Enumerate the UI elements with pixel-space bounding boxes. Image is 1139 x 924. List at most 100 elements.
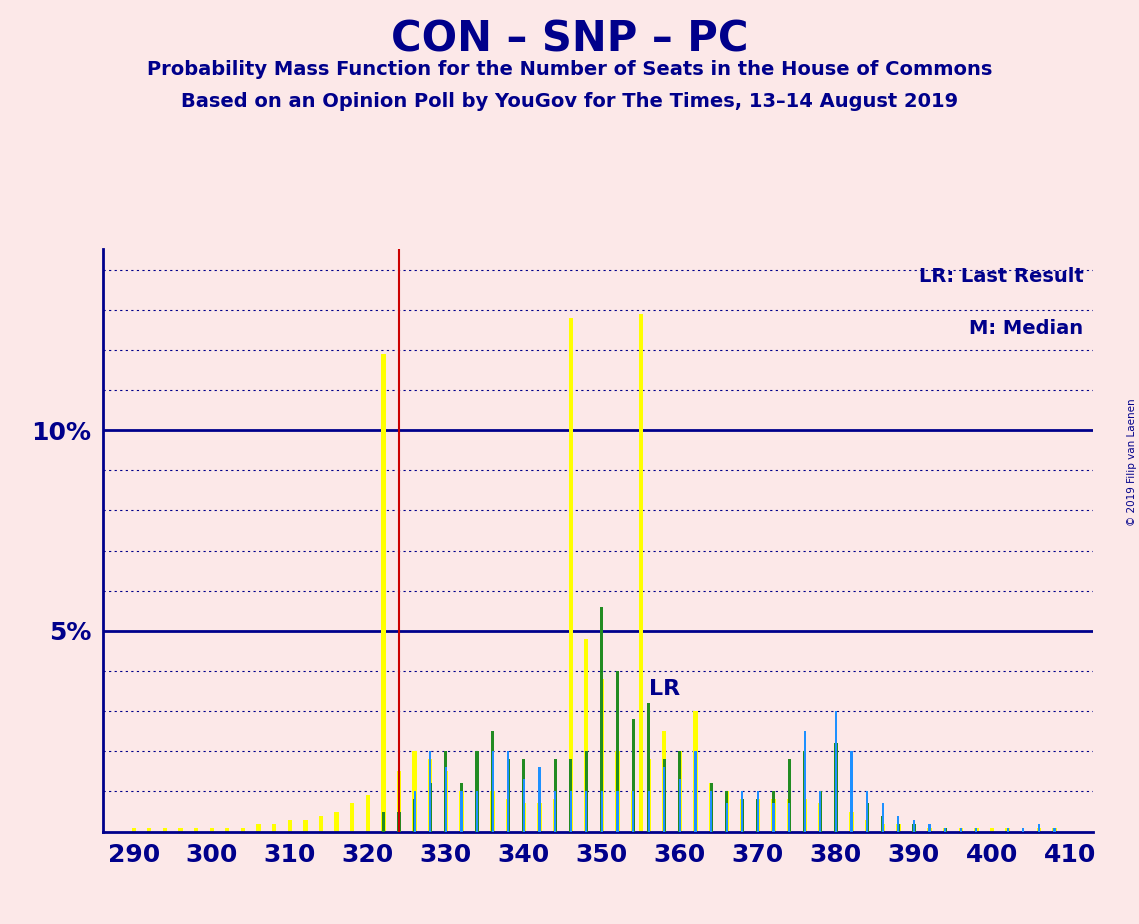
Bar (662, 731, 666, 832)
Bar (850, 811, 854, 832)
Bar (194, 828, 198, 832)
Bar (413, 799, 416, 832)
Bar (866, 792, 868, 832)
Bar (523, 780, 525, 832)
Bar (787, 760, 790, 832)
Bar (772, 792, 776, 832)
Bar (710, 784, 713, 832)
Bar (927, 828, 932, 832)
Bar (803, 799, 806, 832)
Bar (444, 772, 448, 832)
Bar (396, 772, 401, 832)
Bar (663, 767, 665, 832)
Bar (460, 792, 462, 832)
Text: Based on an Opinion Poll by YouGov for The Times, 13–14 August 2019: Based on an Opinion Poll by YouGov for T… (181, 92, 958, 112)
Bar (788, 804, 790, 832)
Text: © 2019 Filip van Laenen: © 2019 Filip van Laenen (1126, 398, 1137, 526)
Bar (210, 828, 214, 832)
Bar (163, 828, 167, 832)
Bar (475, 784, 480, 832)
Bar (459, 792, 464, 832)
Bar (429, 751, 432, 832)
Bar (412, 751, 417, 832)
Bar (1007, 828, 1009, 832)
Bar (615, 751, 620, 832)
Bar (335, 811, 338, 832)
Bar (272, 823, 277, 832)
Bar (539, 767, 541, 832)
Bar (943, 828, 947, 832)
Bar (256, 823, 261, 832)
Bar (835, 711, 837, 832)
Bar (648, 792, 649, 832)
Bar (616, 792, 618, 832)
Bar (819, 792, 822, 832)
Bar (444, 751, 448, 832)
Bar (475, 751, 478, 832)
Bar (647, 760, 650, 832)
Bar (865, 820, 869, 832)
Bar (960, 828, 962, 832)
Bar (147, 828, 151, 832)
Bar (771, 799, 776, 832)
Bar (850, 792, 853, 832)
Bar (912, 820, 915, 832)
Bar (132, 828, 136, 832)
Bar (632, 792, 634, 832)
Bar (491, 731, 494, 832)
Bar (600, 792, 603, 832)
Bar (226, 828, 229, 832)
Bar (679, 780, 681, 832)
Bar (444, 767, 446, 832)
Text: LR: LR (649, 679, 680, 699)
Bar (928, 823, 931, 832)
Bar (710, 792, 712, 832)
Bar (928, 828, 932, 832)
Bar (647, 703, 650, 832)
Bar (584, 751, 588, 832)
Bar (600, 607, 604, 832)
Bar (554, 792, 556, 832)
Bar (507, 760, 510, 832)
Bar (975, 828, 977, 832)
Bar (570, 792, 572, 832)
Bar (1006, 828, 1010, 832)
Bar (959, 828, 962, 832)
Bar (756, 799, 760, 832)
Bar (538, 784, 541, 832)
Bar (382, 354, 385, 832)
Bar (772, 804, 775, 832)
Bar (740, 799, 745, 832)
Bar (460, 784, 462, 832)
Bar (818, 804, 822, 832)
Bar (944, 828, 947, 832)
Bar (538, 804, 542, 832)
Bar (943, 828, 948, 832)
Bar (350, 804, 354, 832)
Bar (382, 811, 385, 832)
Bar (756, 799, 760, 832)
Text: CON – SNP – PC: CON – SNP – PC (391, 18, 748, 60)
Bar (694, 784, 697, 832)
Bar (912, 828, 916, 832)
Bar (552, 799, 557, 832)
Bar (803, 751, 806, 832)
Bar (585, 792, 588, 832)
Bar (866, 804, 869, 832)
Bar (851, 751, 853, 832)
Bar (570, 760, 572, 832)
Bar (319, 816, 323, 832)
Bar (694, 711, 698, 832)
Bar (787, 799, 792, 832)
Bar (834, 804, 838, 832)
Bar (756, 792, 759, 832)
Bar (179, 828, 182, 832)
Bar (726, 804, 728, 832)
Bar (804, 731, 805, 832)
Bar (639, 314, 644, 832)
Bar (631, 792, 636, 832)
Text: M: Median: M: Median (969, 320, 1083, 338)
Text: LR: Last Result: LR: Last Result (919, 267, 1083, 286)
Bar (912, 823, 916, 832)
Bar (1054, 828, 1056, 832)
